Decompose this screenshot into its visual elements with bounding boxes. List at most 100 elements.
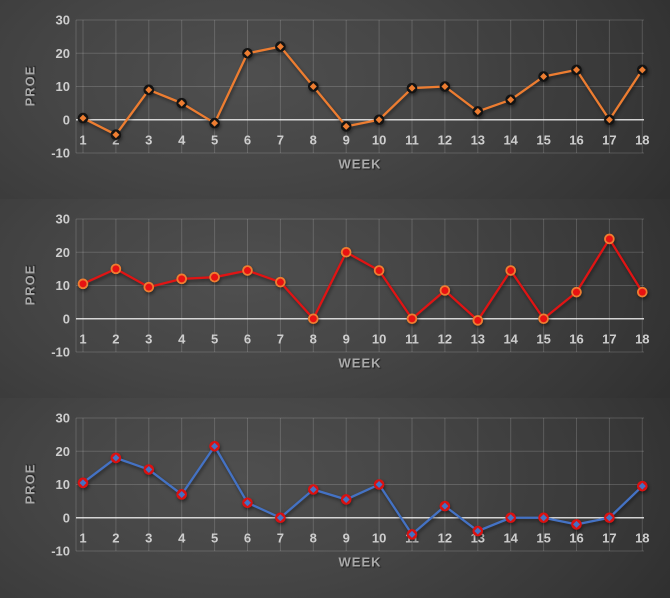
data-point-week-10[interactable] xyxy=(373,114,385,126)
x-tick-label: 10 xyxy=(372,531,386,546)
data-point-week-10[interactable] xyxy=(373,479,385,490)
x-tick-label: 5 xyxy=(211,531,218,546)
marker-diamond xyxy=(244,499,251,507)
y-tick-label: 20 xyxy=(56,245,70,260)
data-point-week-12[interactable] xyxy=(439,81,451,92)
data-point-week-9[interactable] xyxy=(340,121,352,132)
y-tick-label: 20 xyxy=(56,46,70,61)
data-point-week-12[interactable] xyxy=(439,500,451,512)
x-tick-label: 11 xyxy=(405,133,419,148)
data-point-week-15[interactable] xyxy=(538,313,549,325)
data-point-week-18[interactable] xyxy=(637,286,648,298)
x-tick-label: 18 xyxy=(635,133,649,148)
x-tick-label: 5 xyxy=(211,133,218,148)
x-tick-label: 15 xyxy=(536,133,550,148)
data-point-week-1[interactable] xyxy=(77,477,89,489)
data-point-week-7[interactable] xyxy=(275,41,286,52)
data-point-week-11[interactable] xyxy=(406,82,418,94)
data-point-week-8[interactable] xyxy=(308,81,319,92)
data-point-week-5[interactable] xyxy=(209,440,220,452)
data-point-week-2[interactable] xyxy=(110,263,122,275)
x-tick-label: 8 xyxy=(310,133,317,148)
x-tick-label: 17 xyxy=(602,332,616,347)
marker-diamond xyxy=(342,122,350,130)
marker-circle xyxy=(112,265,120,273)
marker-circle xyxy=(638,288,646,296)
data-point-week-2[interactable] xyxy=(110,452,122,464)
data-point-week-5[interactable] xyxy=(209,271,220,283)
data-point-week-8[interactable] xyxy=(308,484,319,495)
marker-diamond xyxy=(276,43,284,51)
marker-circle xyxy=(605,235,613,243)
marker-diamond xyxy=(540,514,548,522)
grid xyxy=(75,417,644,552)
y-tick-label: 0 xyxy=(63,112,70,127)
data-point-week-10[interactable] xyxy=(373,265,385,276)
data-point-week-17[interactable] xyxy=(604,233,615,245)
x-tick-label: 8 xyxy=(310,332,317,347)
grid xyxy=(75,218,644,353)
data-point-week-1[interactable] xyxy=(77,112,89,124)
data-point-week-4[interactable] xyxy=(176,273,187,285)
data-point-week-6[interactable] xyxy=(242,265,253,276)
marker-circle xyxy=(375,267,383,275)
data-point-week-15[interactable] xyxy=(538,512,549,524)
data-point-week-12[interactable] xyxy=(439,285,451,296)
data-point-week-13[interactable] xyxy=(472,525,484,537)
marker-circle xyxy=(244,267,251,275)
data-point-week-9[interactable] xyxy=(340,246,352,258)
data-point-week-2[interactable] xyxy=(110,129,122,141)
x-tick-label: 12 xyxy=(438,531,452,546)
data-point-week-5[interactable] xyxy=(209,117,220,129)
data-point-week-7[interactable] xyxy=(275,512,286,524)
data-point-week-11[interactable] xyxy=(406,313,418,325)
data-point-week-7[interactable] xyxy=(275,276,286,288)
x-tick-label: 5 xyxy=(211,332,218,347)
x-tick-label: 12 xyxy=(438,133,452,148)
x-axis-title: WEEK xyxy=(338,156,382,172)
y-tick-label: 0 xyxy=(63,510,70,525)
x-tick-label: 4 xyxy=(178,332,186,347)
y-tick-label: 0 xyxy=(63,311,70,326)
marker-diamond xyxy=(408,84,416,92)
y-tick-label: 30 xyxy=(56,13,70,28)
marker-diamond xyxy=(79,479,87,487)
data-point-week-14[interactable] xyxy=(505,512,516,524)
data-point-week-13[interactable] xyxy=(472,106,484,117)
data-point-week-9[interactable] xyxy=(340,494,352,505)
data-point-week-17[interactable] xyxy=(604,512,615,524)
data-point-week-6[interactable] xyxy=(242,47,253,59)
data-point-week-16[interactable] xyxy=(571,519,582,530)
data-point-week-3[interactable] xyxy=(143,464,155,475)
data-point-week-13[interactable] xyxy=(472,315,484,326)
x-tick-label: 6 xyxy=(244,133,251,148)
data-point-week-11[interactable] xyxy=(406,529,418,540)
x-axis-title: WEEK xyxy=(338,355,382,371)
data-point-week-3[interactable] xyxy=(143,84,155,96)
x-tick-label: 18 xyxy=(635,332,649,347)
data-point-week-4[interactable] xyxy=(176,489,187,500)
marker-diamond xyxy=(79,114,87,122)
data-point-week-15[interactable] xyxy=(538,71,549,82)
data-point-week-4[interactable] xyxy=(176,97,187,109)
data-point-week-14[interactable] xyxy=(505,265,516,276)
marker-diamond xyxy=(342,495,350,503)
x-tick-label: 6 xyxy=(244,531,251,546)
data-point-week-16[interactable] xyxy=(571,286,582,298)
data-point-week-8[interactable] xyxy=(308,313,319,325)
x-tick-label: 13 xyxy=(471,133,485,148)
x-tick-label: 9 xyxy=(343,133,350,148)
data-point-week-16[interactable] xyxy=(571,64,582,76)
data-point-week-6[interactable] xyxy=(242,497,253,509)
data-point-week-18[interactable] xyxy=(637,480,648,492)
chart-middle[interactable]: 30 20 10 0 -10 1 2 3 4 5 6 7 8 9 10 11 12 13 14 15 16 17 18 PR… xyxy=(0,199,670,398)
data-point-week-3[interactable] xyxy=(143,281,155,293)
data-point-week-17[interactable] xyxy=(604,114,615,126)
data-point-week-1[interactable] xyxy=(77,278,89,290)
marker-circle xyxy=(507,267,515,275)
data-point-week-14[interactable] xyxy=(505,94,516,106)
data-point-week-18[interactable] xyxy=(637,64,648,76)
